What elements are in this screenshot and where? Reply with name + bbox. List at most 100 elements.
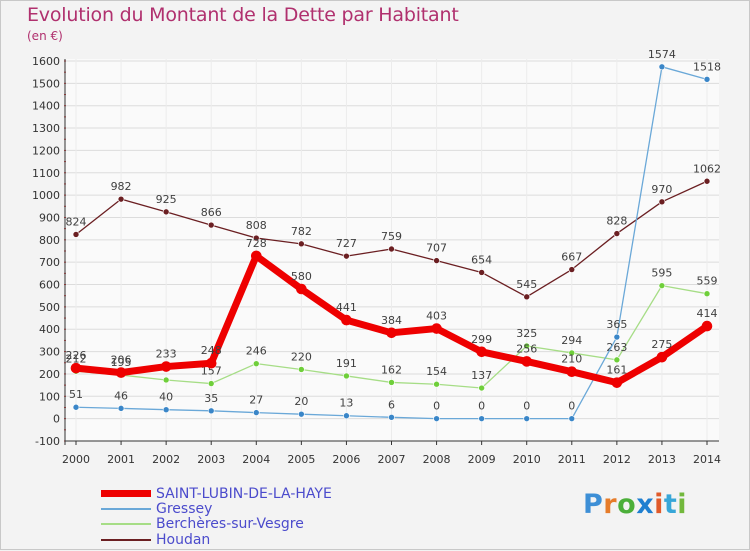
data-point-saint-lubin-de-la-haye <box>296 283 307 295</box>
data-point-gressey <box>72 403 80 411</box>
y-tick-label: 300 <box>39 346 60 359</box>
data-point-houdan <box>298 240 305 248</box>
data-label-saint-lubin-de-la-haye: 256 <box>516 342 537 355</box>
data-point-gressey <box>207 407 215 415</box>
y-tick-label: 200 <box>39 368 60 381</box>
data-label-berch-res-sur-vesgre: 154 <box>426 365 447 378</box>
data-label-gressey: 1518 <box>693 60 721 73</box>
data-point-berch-res-sur-vesgre <box>523 342 531 350</box>
data-label-houdan: 866 <box>201 206 222 219</box>
data-label-saint-lubin-de-la-haye: 580 <box>291 270 312 283</box>
legend-label: Berchères-sur-Vesgre <box>156 516 304 532</box>
x-tick-label: 2011 <box>558 453 586 466</box>
data-label-berch-res-sur-vesgre: 294 <box>561 334 582 347</box>
data-point-berch-res-sur-vesgre <box>613 356 621 364</box>
data-point-gressey <box>388 414 395 421</box>
data-point-saint-lubin-de-la-haye <box>656 351 668 363</box>
data-point-houdan <box>162 208 170 216</box>
x-tick-label: 2009 <box>468 453 496 466</box>
data-label-berch-res-sur-vesgre: 157 <box>201 365 222 378</box>
data-label-berch-res-sur-vesgre: 191 <box>336 357 357 370</box>
x-tick-label: 2010 <box>513 453 541 466</box>
data-label-berch-res-sur-vesgre: 212 <box>66 352 87 365</box>
data-point-saint-lubin-de-la-haye <box>431 323 442 334</box>
data-label-berch-res-sur-vesgre: 220 <box>291 350 312 363</box>
data-point-houdan <box>568 266 576 273</box>
chart-title: Evolution du Montant de la Dette par Hab… <box>27 4 459 26</box>
y-tick-label: 1500 <box>32 77 60 90</box>
data-label-gressey: 13 <box>339 397 353 410</box>
data-point-houdan <box>658 198 666 206</box>
data-point-houdan <box>252 234 260 242</box>
logo-letter: o <box>617 489 637 520</box>
data-point-berch-res-sur-vesgre <box>343 372 350 380</box>
data-label-houdan: 727 <box>336 237 357 250</box>
data-label-berch-res-sur-vesgre: 263 <box>606 341 627 354</box>
y-tick-label: 1000 <box>32 189 60 202</box>
logo-letter: i <box>654 489 664 520</box>
data-label-gressey: 0 <box>478 400 485 413</box>
x-tick-label: 2000 <box>62 453 90 466</box>
data-label-berch-res-sur-vesgre: 559 <box>697 275 718 288</box>
data-point-houdan <box>478 269 485 276</box>
y-tick-label: 600 <box>39 279 60 292</box>
data-label-gressey: 51 <box>69 388 83 401</box>
data-label-saint-lubin-de-la-haye: 403 <box>426 310 447 323</box>
data-label-berch-res-sur-vesgre: 162 <box>381 363 402 376</box>
data-label-gressey: 35 <box>204 392 218 405</box>
data-point-houdan <box>703 177 711 185</box>
data-label-saint-lubin-de-la-haye: 414 <box>697 307 718 320</box>
x-tick-label: 2001 <box>107 453 135 466</box>
data-label-saint-lubin-de-la-haye: 441 <box>336 301 357 314</box>
data-point-houdan <box>388 245 395 253</box>
data-label-saint-lubin-de-la-haye: 161 <box>606 364 627 377</box>
logo-letter: i <box>677 489 688 520</box>
x-tick-label: 2003 <box>197 453 225 466</box>
y-tick-label: 1200 <box>32 144 60 157</box>
data-point-saint-lubin-de-la-haye <box>70 362 82 374</box>
unit-label: (en €) <box>27 29 63 43</box>
data-point-saint-lubin-de-la-haye <box>701 320 713 332</box>
data-point-houdan <box>207 221 215 229</box>
data-label-houdan: 759 <box>381 230 402 243</box>
data-label-saint-lubin-de-la-haye: 210 <box>561 353 582 366</box>
data-point-saint-lubin-de-la-haye <box>386 327 397 339</box>
proxiti-logo: Proxiti <box>583 489 687 520</box>
data-point-gressey <box>343 412 350 420</box>
data-label-gressey: 0 <box>568 400 575 413</box>
data-label-berch-res-sur-vesgre: 595 <box>651 267 672 280</box>
legend-label: SAINT-LUBIN-DE-LA-HAYE <box>156 486 332 502</box>
data-label-saint-lubin-de-la-haye: 728 <box>246 237 267 250</box>
data-label-gressey: 1574 <box>648 48 676 61</box>
data-point-saint-lubin-de-la-haye <box>611 377 623 388</box>
data-label-saint-lubin-de-la-haye: 248 <box>201 344 222 357</box>
legend-item-houdan: Houdan <box>101 532 401 548</box>
x-tick-label: 2002 <box>152 453 180 466</box>
data-label-saint-lubin-de-la-haye: 275 <box>651 338 672 351</box>
data-point-gressey <box>523 415 531 422</box>
data-label-houdan: 925 <box>156 193 177 206</box>
data-point-gressey <box>298 410 305 418</box>
data-point-gressey <box>658 63 666 71</box>
data-point-houdan <box>523 293 531 301</box>
data-point-saint-lubin-de-la-haye <box>115 367 127 378</box>
x-tick-label: 2014 <box>693 453 721 466</box>
data-label-houdan: 654 <box>471 253 492 266</box>
logo-letter: P <box>583 489 604 520</box>
x-tick-label: 2005 <box>287 453 315 466</box>
data-point-saint-lubin-de-la-haye <box>205 357 217 369</box>
legend-swatch <box>101 490 151 497</box>
y-tick-label: 400 <box>39 323 60 336</box>
data-point-berch-res-sur-vesgre <box>252 360 260 367</box>
data-label-saint-lubin-de-la-haye: 233 <box>156 348 177 361</box>
data-label-gressey: 6 <box>388 398 395 411</box>
data-point-gressey <box>478 415 485 422</box>
data-label-houdan: 828 <box>606 215 627 228</box>
y-tick-label: 0 <box>53 413 60 426</box>
data-point-houdan <box>117 195 125 203</box>
data-point-houdan <box>433 257 440 264</box>
legend-item-saint-lubin-de-la-haye: SAINT-LUBIN-DE-LA-HAYE <box>101 486 401 502</box>
data-point-berch-res-sur-vesgre <box>568 349 576 357</box>
